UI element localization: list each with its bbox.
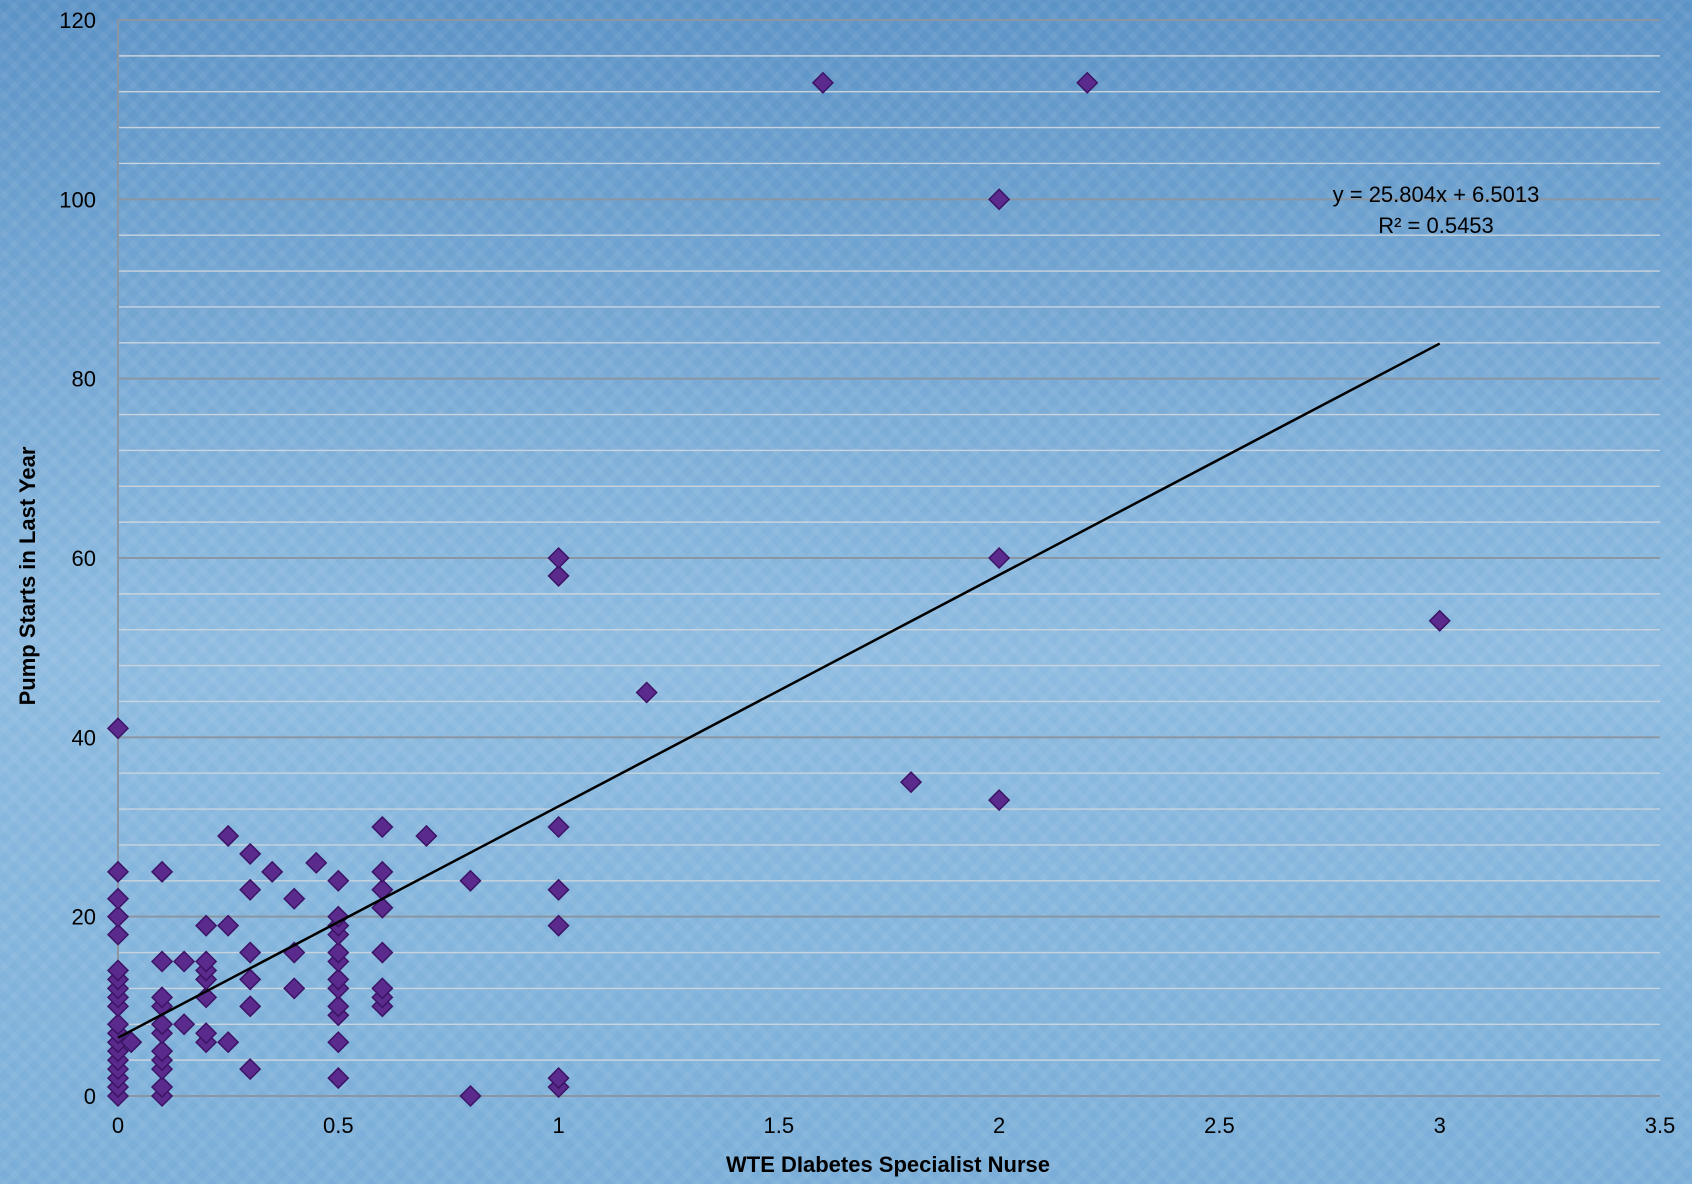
data-point (261, 860, 284, 883)
data-point (547, 815, 570, 839)
data-point (150, 860, 174, 883)
data-point (217, 1031, 240, 1054)
data-point (547, 878, 570, 901)
y-axis-title: Pump Starts in Last Year (15, 446, 40, 705)
data-point (459, 1084, 482, 1108)
x-tick-label: 2.5 (1204, 1113, 1235, 1138)
trendline (117, 342, 1441, 1039)
x-tick-label: 2 (993, 1113, 1005, 1138)
data-point (988, 789, 1011, 812)
data-point (120, 1031, 143, 1054)
data-point (106, 887, 130, 910)
data-point (283, 887, 306, 910)
data-point (239, 968, 262, 991)
data-point (106, 717, 130, 740)
data-point (371, 860, 394, 883)
data-point (239, 1058, 262, 1081)
data-point (327, 968, 350, 991)
data-point (173, 950, 196, 973)
data-point (547, 564, 570, 587)
minor-gridlines (118, 55, 1660, 1061)
data-point (327, 905, 350, 928)
data-point (173, 1013, 196, 1036)
data-point (150, 1013, 174, 1036)
data-point (305, 851, 328, 874)
data-point (195, 914, 218, 937)
data-point (1076, 71, 1099, 94)
data-point (327, 1067, 350, 1090)
data-points (106, 71, 1451, 1108)
data-point (150, 986, 174, 1009)
data-point (988, 188, 1011, 211)
x-tick-labels: 0 0.5 1 1.5 2 2.5 3 3.5 (112, 1113, 1675, 1138)
data-point (106, 959, 130, 982)
data-point (195, 1022, 218, 1045)
y-tick-label: 0 (84, 1084, 96, 1109)
data-point (635, 681, 658, 704)
data-point (327, 995, 350, 1018)
y-tick-label: 120 (59, 8, 96, 33)
data-point (547, 1067, 570, 1090)
data-point (217, 824, 240, 848)
data-point (459, 869, 482, 892)
y-tick-label: 60 (72, 546, 96, 571)
data-point (371, 815, 394, 839)
data-point (415, 824, 438, 848)
data-point (195, 950, 218, 973)
data-point (106, 923, 130, 946)
data-point (283, 977, 306, 1000)
data-point (239, 842, 262, 865)
y-tick-label: 40 (72, 725, 96, 750)
x-tick-label: 1.5 (764, 1113, 795, 1138)
data-point (988, 546, 1011, 570)
x-tick-label: 1 (552, 1113, 564, 1138)
data-point (371, 941, 394, 964)
x-tick-label: 0 (112, 1113, 124, 1138)
data-point (371, 977, 394, 1000)
major-gridlines (118, 19, 1660, 918)
data-point (106, 905, 130, 928)
trendline-equation: y = 25.804x + 6.5013 (1333, 182, 1540, 207)
y-tick-label: 20 (72, 905, 96, 930)
y-tick-labels: 0 20 40 60 80 100 120 (59, 8, 96, 1109)
data-point (106, 860, 130, 883)
data-point (547, 546, 570, 570)
x-tick-label: 3.5 (1645, 1113, 1676, 1138)
data-point (150, 950, 174, 973)
data-point (547, 914, 570, 937)
data-point (150, 1040, 174, 1063)
data-point (150, 1075, 174, 1099)
data-point (106, 1013, 130, 1036)
data-point (327, 941, 350, 964)
data-point (239, 941, 262, 964)
data-point (1428, 609, 1451, 632)
data-point (327, 1031, 350, 1054)
data-point (217, 914, 240, 937)
x-axis-title: WTE DIabetes Specialist Nurse (726, 1152, 1050, 1177)
x-tick-label: 3 (1434, 1113, 1446, 1138)
data-point (899, 771, 923, 794)
x-tick-label: 0.5 (323, 1113, 354, 1138)
y-tick-label: 100 (59, 187, 96, 212)
data-point (239, 995, 262, 1018)
data-point (239, 878, 262, 901)
data-point (327, 869, 350, 892)
data-point (811, 71, 834, 94)
y-tick-label: 80 (72, 367, 96, 392)
trendline-r-squared: R² = 0.5453 (1378, 213, 1494, 238)
